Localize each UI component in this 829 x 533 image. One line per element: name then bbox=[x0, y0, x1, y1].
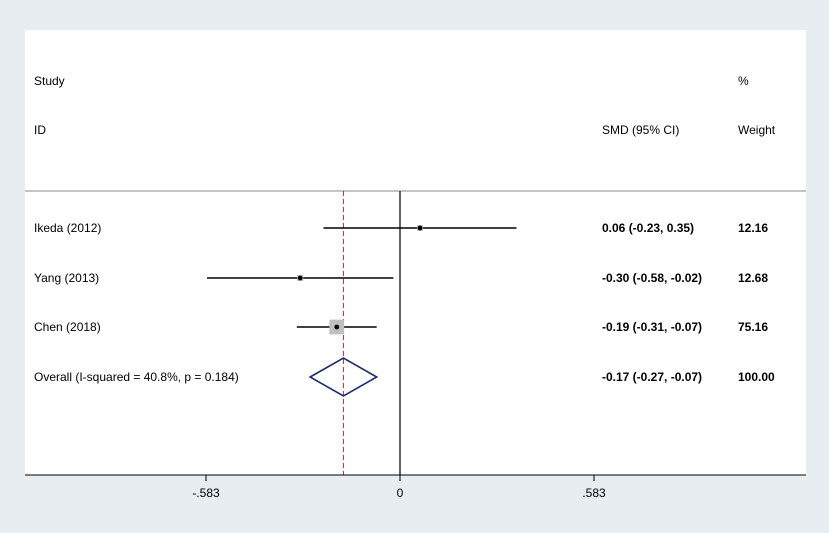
study-label: Ikeda (2012) bbox=[34, 221, 101, 235]
overall-diamond bbox=[308, 357, 379, 397]
study-label: Yang (2013) bbox=[34, 271, 99, 285]
header-study: Study bbox=[34, 74, 65, 88]
study-weight: 75.16 bbox=[738, 320, 768, 334]
x-ticks: -.583 0 .583 bbox=[192, 475, 606, 500]
study-weight: 12.16 bbox=[738, 221, 768, 235]
header-weight: Weight bbox=[738, 123, 776, 137]
x-tick-label: -.583 bbox=[192, 486, 220, 500]
overall-weight: 100.00 bbox=[738, 370, 775, 384]
study-label: Chen (2018) bbox=[34, 320, 101, 334]
x-tick-label: .583 bbox=[582, 486, 606, 500]
point-estimate bbox=[334, 324, 340, 330]
point-estimate bbox=[417, 225, 423, 231]
header-id: ID bbox=[34, 123, 46, 137]
study-ci-text: 0.06 (-0.23, 0.35) bbox=[602, 221, 694, 235]
study-labels: Ikeda (2012) 0.06 (-0.23, 0.35) 12.16 Yang … bbox=[34, 221, 775, 384]
point-estimate bbox=[297, 275, 303, 281]
plot-panel bbox=[25, 30, 806, 475]
overall-label: Overall (I-squared = 40.8%, p = 0.184) bbox=[34, 370, 239, 384]
overall-ci-text: -0.17 (-0.27, -0.07) bbox=[602, 370, 702, 384]
x-tick-label: 0 bbox=[397, 486, 404, 500]
study-ci-text: -0.30 (-0.58, -0.02) bbox=[602, 271, 702, 285]
study-weight: 12.68 bbox=[738, 271, 768, 285]
header-percent: % bbox=[738, 74, 749, 88]
study-ci-text: -0.19 (-0.31, -0.07) bbox=[602, 320, 702, 334]
header-effect: SMD (95% CI) bbox=[602, 123, 679, 137]
study-marks bbox=[206, 225, 517, 397]
